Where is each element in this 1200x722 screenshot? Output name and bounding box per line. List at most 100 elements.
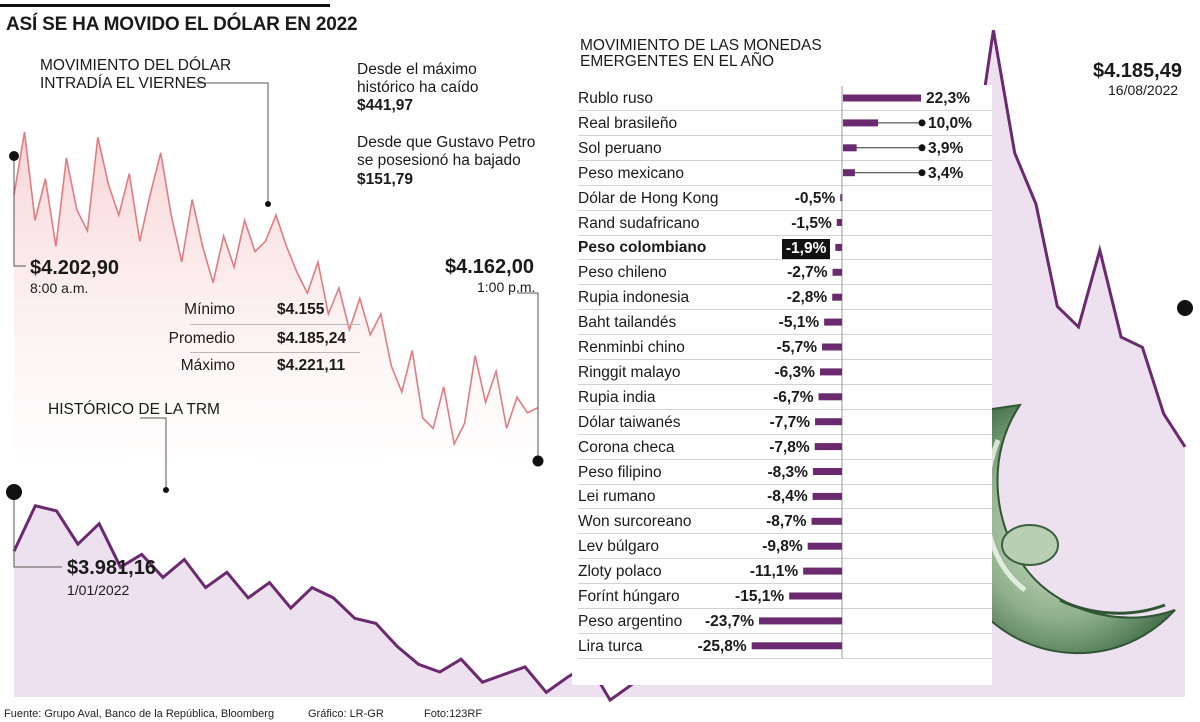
headline-rule: [0, 4, 330, 7]
trm-end-marker: [1177, 300, 1193, 316]
intraday-close-time: 1:00 p.m.: [477, 279, 536, 295]
currency-value-label: -25,8%: [697, 637, 747, 655]
row-divider: [578, 632, 992, 634]
currency-row: Forínt húngaro -15,1%: [572, 584, 992, 609]
row-divider: [578, 209, 992, 211]
currency-name: Rublo ruso: [578, 90, 653, 107]
currency-value-label: -2,7%: [787, 264, 828, 282]
currency-row: Dólar taiwanés -7,7%: [572, 410, 992, 435]
currency-name: Lei rumano: [578, 488, 656, 506]
currency-value-label: 3,9%: [928, 139, 964, 157]
currency-row: Lei rumano -8,4%: [572, 484, 992, 510]
trm-start-value: $3.981,16: [67, 557, 156, 579]
currency-name: Peso filipino: [578, 463, 662, 481]
currency-name: Rupia india: [578, 388, 656, 406]
currency-name: Sol peruano: [578, 139, 662, 157]
stat-max-label: Máximo: [180, 357, 235, 374]
trm-end-date: 16/08/2022: [1108, 82, 1179, 98]
currency-name: Ringgit malayo: [578, 363, 681, 381]
row-divider: [578, 583, 992, 585]
row-divider: [578, 533, 992, 535]
currency-value-label: -15,1%: [735, 588, 785, 605]
footer-photo: Foto:123RF: [424, 708, 483, 720]
stat-min-value: $4.155: [277, 301, 325, 318]
currency-row: Zloty polaco -11,1%: [572, 559, 992, 585]
currency-value-label: -8,4%: [767, 488, 808, 506]
leader-line-close: [517, 292, 539, 461]
currency-row: Peso filipino -8,3%: [572, 460, 992, 485]
stat-min-label: Mínimo: [184, 301, 235, 318]
currency-row: Lira turca -25,8%: [572, 634, 992, 659]
stat-avg-label: Promedio: [168, 330, 235, 347]
currency-value-label: 22,3%: [926, 90, 970, 107]
note2-line2: se posesionó ha bajado: [357, 152, 521, 169]
leader-dot-intraday: [265, 201, 271, 207]
currency-row: Renminbi chino -5,7%: [572, 335, 992, 360]
currency-row: Rand sudafricano -1,5%: [572, 211, 992, 236]
currency-value-label: -0,5%: [794, 189, 836, 207]
currency-row: Won surcoreano -8,7%: [572, 509, 992, 535]
currency-name: Rupia indonesia: [578, 289, 690, 307]
currency-name: Zloty polaco: [578, 563, 662, 581]
row-divider: [578, 483, 992, 485]
row-divider: [578, 234, 992, 236]
currency-value-label: -6,3%: [774, 363, 815, 381]
currency-name: Peso argentino: [578, 612, 683, 630]
leader-line-trm: [140, 417, 167, 490]
stat-min: Mínimo $4.155: [160, 298, 360, 322]
currencies-title-line2: EMERGENTES EN EL AÑO: [580, 53, 775, 70]
row-divider: [578, 184, 992, 186]
currency-value-label: 10,0%: [928, 114, 972, 132]
currency-name: Peso colombiano: [578, 239, 707, 257]
currency-row: Peso chileno -2,7%: [572, 260, 992, 286]
currency-value-label: 3,4%: [928, 164, 964, 182]
currency-value-label: -5,1%: [778, 314, 820, 332]
stat-max: Máximo $4.221,11: [160, 354, 360, 378]
currency-name: Peso mexicano: [578, 164, 684, 182]
currency-value-label: -1,5%: [791, 214, 832, 232]
intraday-open-time: 8:00 a.m.: [30, 280, 89, 296]
intraday-label-line1: MOVIMIENTO DEL DÓLAR: [40, 57, 232, 74]
row-divider: [578, 259, 992, 261]
intraday-line: [13, 131, 539, 447]
trm-start-date: 1/01/2022: [67, 582, 130, 598]
stat-divider: [190, 324, 360, 325]
currency-name: Corona checa: [578, 438, 675, 456]
intraday-area: [14, 132, 538, 500]
currency-name: Renminbi chino: [578, 339, 685, 356]
headline: ASÍ SE HA MOVIDO EL DÓLAR EN 2022: [6, 14, 358, 35]
currency-name: Rand sudafricano: [578, 214, 700, 232]
currency-name: Real brasileño: [578, 114, 678, 132]
intraday-label-line2: INTRADÍA EL VIERNES: [40, 75, 207, 92]
row-divider: [578, 608, 992, 609]
currency-row: Corona checa -7,8%: [572, 435, 992, 460]
currency-name: Won surcoreano: [578, 513, 692, 531]
currency-row: Peso colombiano -1,9%: [572, 235, 992, 261]
row-divider: [578, 159, 992, 161]
currency-row: Ringgit malayo -6,3%: [572, 360, 992, 385]
row-divider: [578, 458, 992, 460]
currency-row: Rupia indonesia -2,8%: [572, 285, 992, 311]
row-divider: [578, 134, 992, 136]
row-divider: [578, 309, 992, 311]
currency-value-label: -7,7%: [769, 413, 811, 431]
trm-label-dot: [163, 487, 169, 493]
currency-value-label: -5,7%: [776, 339, 818, 356]
currency-value-label: -7,8%: [769, 438, 810, 456]
footer-graphic: Gráfico: LR-GR: [308, 708, 384, 720]
currency-name: Peso chileno: [578, 264, 667, 282]
note1-line1: Desde el máximo: [357, 61, 477, 78]
trm-start-marker: [6, 484, 22, 500]
stat-max-value: $4.221,11: [277, 357, 346, 374]
stat-avg: Promedio $4.185,24: [160, 327, 360, 351]
footer-source: Fuente: Grupo Aval, Banco de la Repúblic…: [4, 708, 275, 720]
row-divider: [578, 334, 992, 336]
stat-divider: [190, 352, 360, 353]
currency-value-label: -11,1%: [749, 563, 799, 581]
currency-row: Rupia india -6,7%: [572, 385, 992, 410]
leader-line-trm-start: [13, 492, 62, 568]
currency-value-label: -2,8%: [786, 289, 828, 307]
currency-row: Lev búlgaro -9,8%: [572, 534, 992, 560]
currency-name: Lev búlgaro: [578, 538, 660, 556]
